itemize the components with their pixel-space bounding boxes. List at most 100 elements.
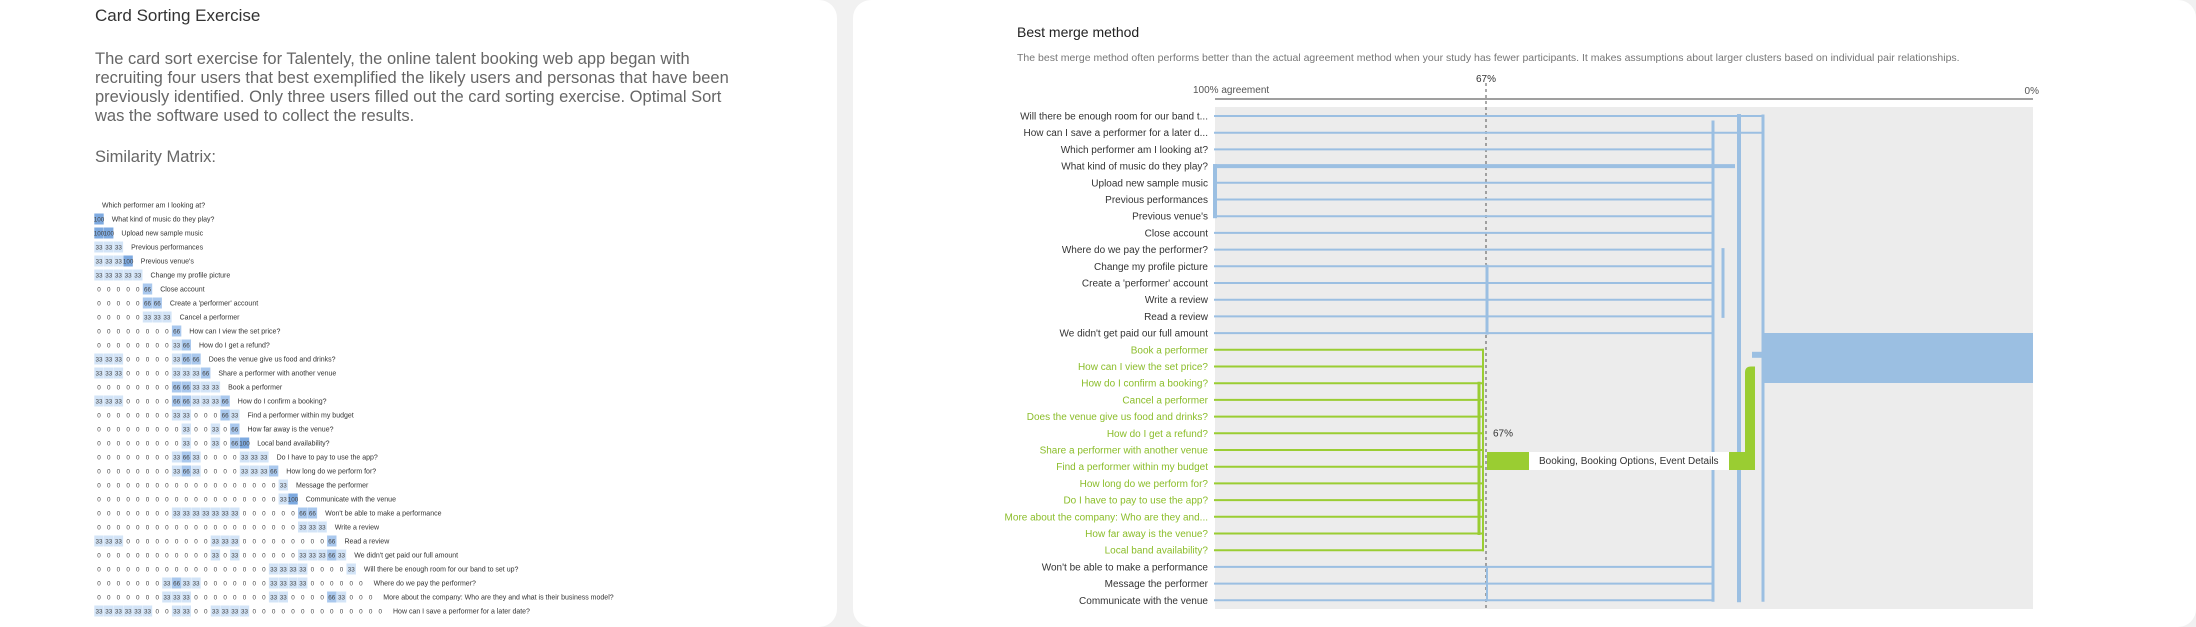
intro-paragraph: The card sort exercise for Talentely, th… [95,50,729,125]
matrix-cell-value: 0 [185,552,189,559]
card-label: Which performer am I looking at? [1061,145,1209,156]
matrix-cell [230,423,240,435]
matrix-cell [307,521,318,533]
matrix-cell-value: 0 [379,608,383,615]
matrix-cell-value: 66 [183,454,191,461]
matrix-cell-value: 0 [204,580,208,587]
matrix-cell-value: 0 [126,580,130,587]
matrix-cell-value: 33 [231,552,239,559]
matrix-cell-value: 0 [165,496,169,503]
matrix-cell [181,339,191,351]
matrix-cell-value: 0 [165,482,169,489]
card-label: Where do we pay the performer? [1062,245,1209,256]
matrix-cell-value: 0 [262,566,266,573]
matrix-cell-value: 33 [319,552,327,559]
matrix-cell-value: 0 [117,510,121,517]
matrix-cell-value: 33 [231,538,239,545]
matrix-cell-value: 33 [105,258,113,265]
matrix-cell [123,605,133,617]
matrix-cell-value: 0 [136,342,140,349]
matrix-cell-value: 0 [136,454,140,461]
matrix-cell [94,605,104,617]
matrix-cell-value: 0 [97,426,101,433]
cluster-threshold-label: 67% [1493,428,1513,439]
matrix-cell [181,423,191,435]
matrix-row-label: Book a performer [228,384,283,391]
matrix-cell-value: 0 [223,524,227,531]
matrix-cell-value: 0 [146,426,150,433]
matrix-cell [278,591,288,603]
matrix-cell-value: 33 [95,608,103,615]
matrix-cell-value: 66 [222,398,230,405]
matrix-cell-value: 0 [126,398,130,405]
matrix-cell [113,269,124,281]
matrix-cell-value: 33 [95,538,103,545]
matrix-cell-value: 0 [155,538,159,545]
matrix-cell-value: 33 [309,552,317,559]
matrix-cell [104,395,114,407]
matrix-cell [181,577,191,589]
matrix-cell-value: 0 [340,608,344,615]
matrix-cell [191,395,201,407]
card-label: Previous venue's [1132,212,1208,223]
matrix-cell-value: 33 [173,356,181,363]
card-label: Cancel a performer [1122,395,1208,406]
matrix-cell-value: 0 [349,580,353,587]
matrix-cell-value: 0 [97,482,101,489]
matrix-cell-value: 0 [233,482,237,489]
matrix-cell-value: 0 [204,608,208,615]
matrix-cell [104,353,114,365]
matrix-cell-value: 0 [262,594,266,601]
cluster-label-box [1529,452,1729,470]
card-label: How do I confirm a booking? [1081,379,1208,390]
matrix-cell-value: 0 [107,552,111,559]
matrix-cell-value: 33 [280,482,288,489]
matrix-cell-value: 33 [212,426,220,433]
card-label: Find a performer within my budget [1056,462,1208,473]
matrix-cell-value: 33 [183,370,191,377]
matrix-cell-value: 0 [97,300,101,307]
matrix-cell-value: 33 [115,272,123,279]
matrix-cell-value: 33 [319,524,327,531]
matrix-cell-value: 0 [252,552,256,559]
matrix-cell-value: 33 [260,454,268,461]
matrix-cell-value: 0 [136,384,140,391]
matrix-cell [298,507,308,519]
matrix-cell [142,311,153,323]
matrix-cell-value: 0 [223,566,227,573]
matrix-cell-value: 0 [126,552,130,559]
matrix-cell [298,563,308,575]
matrix-cell-value: 33 [183,580,191,587]
matrix-cell-value: 33 [173,454,181,461]
matrix-cell-value: 33 [280,580,288,587]
matrix-cell [210,507,221,519]
matrix-cell-value: 0 [243,538,247,545]
matrix-cell-value: 0 [136,398,140,405]
matrix-cell-value: 33 [280,594,288,601]
matrix-cell-value: 33 [105,398,113,405]
card-label: Book a performer [1131,345,1209,356]
matrix-row-label: How can I view the set price? [189,328,280,335]
matrix-cell-value: 33 [105,272,113,279]
matrix-row-label: Cancel a performer [180,314,241,321]
matrix-cell-value: 0 [155,370,159,377]
matrix-row-label: Where do we pay the performer? [374,580,476,587]
matrix-cell-value: 66 [328,552,336,559]
matrix-cell-value: 33 [202,398,210,405]
matrix-cell-value: 0 [146,482,150,489]
matrix-cell-value: 0 [107,286,111,293]
matrix-row-label: Upload new sample music [121,230,203,237]
matrix-cell-value: 0 [243,566,247,573]
matrix-cell [104,605,114,617]
matrix-cell-value: 33 [115,538,123,545]
matrix-cell-value: 33 [231,412,239,419]
matrix-cell-value: 0 [155,552,159,559]
matrix-cell [104,255,114,267]
matrix-cell-value: 0 [155,468,159,475]
matrix-cell-value: 0 [194,412,198,419]
matrix-cell [259,465,269,477]
card-label: Message the performer [1105,579,1209,590]
cluster-label: Booking, Booking Options, Event Details [1539,456,1719,467]
matrix-cell-value: 0 [185,538,189,545]
card-label: Close account [1145,228,1209,239]
